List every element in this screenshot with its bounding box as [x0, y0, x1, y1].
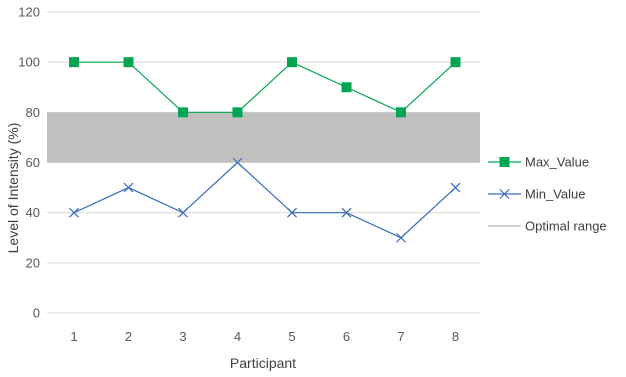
data-point-min-value — [232, 157, 243, 168]
x-tick-label: 5 — [288, 329, 295, 344]
legend-label-min-value: Min_Value — [525, 187, 585, 202]
y-axis-ticks: 0 20 40 60 80 100 120 — [18, 5, 40, 321]
x-tick-label: 8 — [452, 329, 459, 344]
y-tick-label: 120 — [18, 5, 40, 20]
y-tick-label: 40 — [26, 205, 40, 220]
legend-item-min-value: Min_Value — [488, 187, 585, 202]
data-point-max-value — [341, 82, 352, 93]
series-line-max-value — [74, 61, 456, 114]
y-tick-label: 100 — [18, 55, 40, 70]
x-axis-title: Participant — [230, 355, 296, 371]
data-point-max-value — [69, 57, 79, 68]
x-tick-label: 3 — [179, 329, 186, 344]
optimal-range-rect — [47, 112, 480, 163]
data-point-max-value — [287, 57, 297, 68]
data-point-max-value — [178, 107, 188, 118]
legend-marker-max-value — [499, 157, 510, 167]
x-tick-label: 4 — [234, 329, 241, 344]
legend-label-optimal-range: Optimal range — [525, 219, 607, 234]
x-tick-label: 7 — [397, 329, 404, 344]
legend: Max_Value Min_Value Optimal range — [488, 155, 607, 234]
y-axis-title: Level of Intensity (%) — [5, 123, 21, 254]
data-point-min-value — [396, 232, 406, 243]
data-point-min-value — [123, 182, 134, 193]
data-point-min-value — [69, 207, 79, 218]
x-tick-label: 6 — [343, 329, 350, 344]
data-point-min-value — [287, 207, 297, 218]
x-tick-label: 2 — [125, 329, 132, 344]
data-point-max-value — [123, 57, 134, 68]
legend-label-max-value: Max_Value — [525, 155, 589, 170]
series-group — [69, 57, 461, 243]
y-tick-label: 80 — [26, 105, 40, 120]
legend-item-optimal-range: Optimal range — [488, 219, 607, 234]
legend-marker-min-value — [499, 189, 510, 199]
data-point-min-value — [450, 182, 461, 193]
x-tick-label: 1 — [70, 329, 77, 344]
optimal-range-band — [47, 112, 480, 163]
legend-item-max-value: Max_Value — [488, 155, 589, 170]
data-point-min-value — [178, 207, 188, 218]
data-point-max-value — [396, 107, 406, 118]
data-point-min-value — [341, 207, 352, 218]
x-axis-ticks: 1 2 3 4 5 6 7 8 — [70, 329, 459, 344]
y-tick-label: 20 — [26, 255, 40, 270]
y-tick-label: 0 — [33, 306, 40, 321]
data-point-max-value — [450, 57, 461, 68]
series-line-min-value — [73, 161, 456, 239]
y-tick-label: 60 — [26, 155, 40, 170]
data-point-max-value — [232, 107, 243, 118]
series-max-value — [69, 57, 461, 118]
series-min-value — [69, 157, 461, 243]
